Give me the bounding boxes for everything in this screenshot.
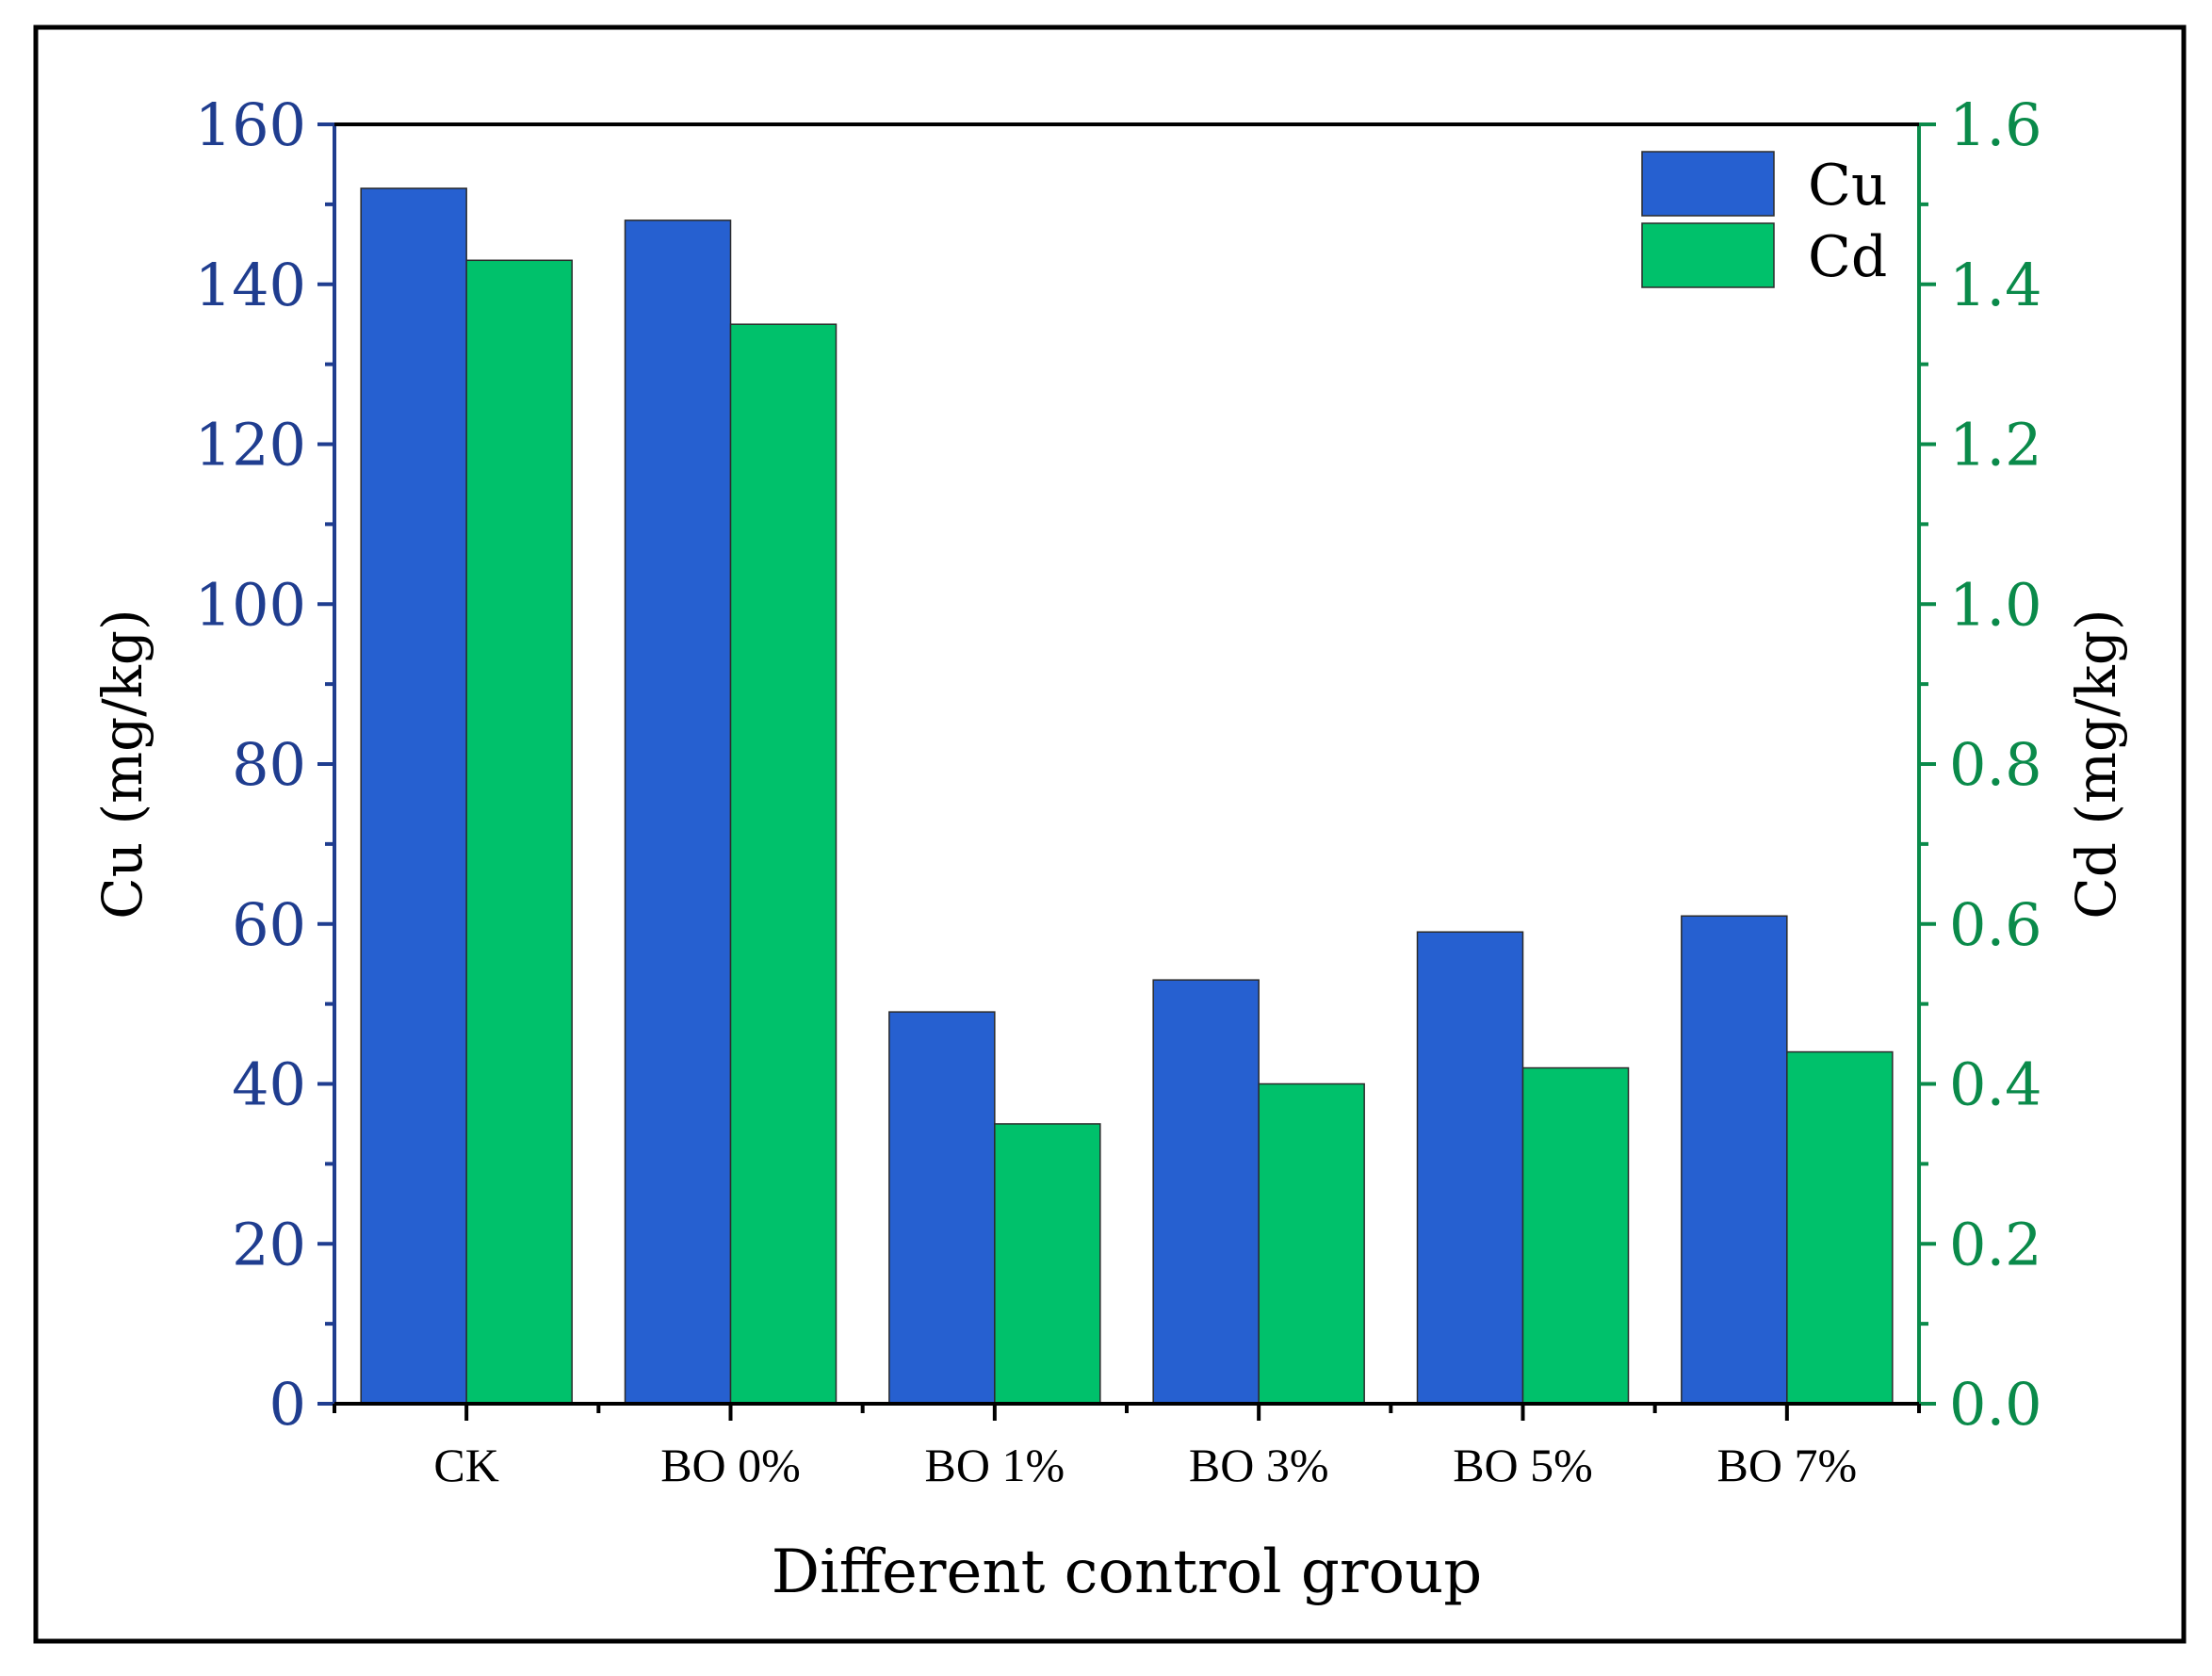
left-tick-label: 100: [195, 570, 306, 639]
left-tick-label: 0: [269, 1370, 306, 1439]
right-tick-label: 0.2: [1949, 1210, 2042, 1278]
left-tick-label: 60: [232, 890, 306, 959]
bar-cd-5: [1521, 1066, 1630, 1405]
right-tick-label: 1.4: [1949, 251, 2042, 319]
bar-cd-2: [729, 323, 838, 1405]
bar-cu-3: [888, 1011, 996, 1405]
right-tick-label: 0.4: [1949, 1050, 2042, 1119]
bar-cd-6: [1786, 1050, 1894, 1405]
x-category-label: BO 1%: [925, 1439, 1065, 1491]
x-category-label: BO 7%: [1717, 1439, 1858, 1491]
right-tick-label: 0.0: [1949, 1370, 2042, 1439]
bar-cu-4: [1152, 979, 1260, 1405]
left-tick-label: 20: [232, 1210, 306, 1278]
right-tick-label: 1.0: [1949, 570, 2042, 639]
bar-cd-4: [1258, 1082, 1365, 1405]
right-tick-label: 0.8: [1949, 730, 2042, 799]
left-tick-label: 80: [232, 730, 306, 799]
legend-swatch-cu: [1641, 151, 1775, 217]
bar-cu-5: [1416, 931, 1524, 1405]
left-tick-label: 120: [195, 411, 306, 480]
labels-group: 0 20 40 60 80 100 120 140 160 0.0 0.2 0.4 0.6 0.8 1.0 1…: [90, 90, 2128, 1607]
x-category-label: BO 5%: [1453, 1439, 1593, 1491]
left-y-axis-title: Cu (mg/kg): [90, 609, 155, 919]
bar-cu-1: [360, 187, 467, 1405]
left-tick-label: 40: [232, 1050, 306, 1119]
x-category-label: CK: [433, 1439, 498, 1491]
legend-label-cd: Cd: [1808, 224, 1887, 290]
right-tick-label: 1.6: [1949, 90, 2042, 159]
left-tick-label: 160: [195, 90, 306, 159]
x-category-label: BO 3%: [1189, 1439, 1329, 1491]
legend-swatch-cd: [1641, 222, 1775, 288]
x-axis-title: Different control group: [772, 1538, 1482, 1607]
bars-group: [360, 187, 1894, 1405]
left-tick-label: 140: [195, 251, 306, 319]
bar-cd-3: [994, 1123, 1101, 1405]
legend-label-cu: Cu: [1808, 153, 1888, 219]
bar-cu-6: [1681, 915, 1788, 1405]
bar-cu-2: [624, 220, 732, 1405]
right-tick-label: 1.2: [1949, 411, 2042, 480]
axes-group: [317, 122, 1936, 1421]
right-tick-label: 0.6: [1949, 890, 2042, 959]
x-category-label: BO 0%: [660, 1439, 801, 1491]
bar-cd-1: [465, 259, 573, 1405]
right-y-axis-title: Cd (mg/kg): [2064, 609, 2128, 919]
